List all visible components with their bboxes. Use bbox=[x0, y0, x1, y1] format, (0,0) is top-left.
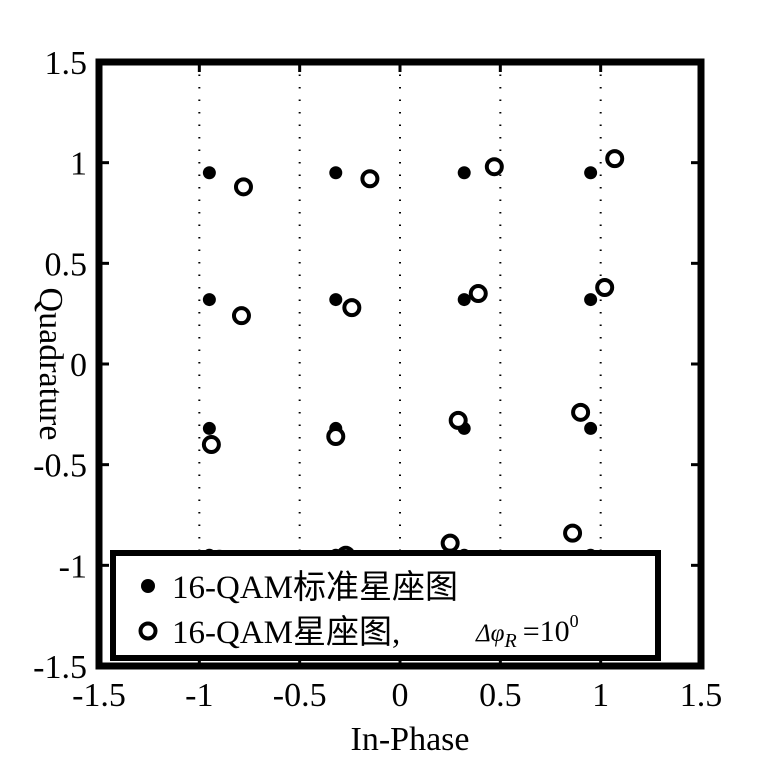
y-tick-label: 0 bbox=[70, 347, 87, 384]
point-standard bbox=[584, 421, 598, 435]
x-tick-label: -1.5 bbox=[72, 677, 126, 714]
point-standard bbox=[329, 293, 343, 307]
y-tick-label: 0.5 bbox=[45, 246, 88, 283]
legend-marker-rotated bbox=[138, 621, 158, 641]
y-tick-label: -0.5 bbox=[33, 448, 87, 485]
x-tick-label: 0.5 bbox=[479, 677, 522, 714]
x-tick-label: 1 bbox=[592, 677, 609, 714]
point-rotated bbox=[201, 435, 221, 455]
point-standard bbox=[457, 166, 471, 180]
y-tick-label: -1 bbox=[59, 548, 87, 585]
point-rotated bbox=[231, 306, 251, 326]
y-tick-label: 1.5 bbox=[45, 45, 88, 82]
legend-math-subscript: R bbox=[504, 630, 517, 652]
point-rotated bbox=[233, 177, 253, 197]
point-standard bbox=[329, 166, 343, 180]
point-rotated bbox=[595, 277, 615, 297]
point-rotated bbox=[342, 298, 362, 318]
y-axis-label: Quadrature bbox=[32, 288, 69, 441]
legend-math-rotated: ΔφR =100 bbox=[475, 611, 579, 652]
point-rotated bbox=[468, 284, 488, 304]
legend-math-superscript: 0 bbox=[570, 611, 579, 631]
point-rotated bbox=[440, 533, 460, 553]
point-rotated bbox=[448, 410, 468, 430]
point-standard bbox=[584, 293, 598, 307]
tick-labels: -1.5 -1 -0.5 0 0.5 1 1.5 -1.5 -1 -0.5 0 0.5 1 1.5 bbox=[33, 45, 722, 714]
y-tick-label: 1 bbox=[70, 146, 87, 183]
x-tick-label: 0 bbox=[392, 677, 409, 714]
legend-label-rotated: 16-QAM星座图, bbox=[172, 614, 400, 651]
point-standard bbox=[202, 421, 216, 435]
point-rotated bbox=[326, 426, 346, 446]
plot-frame bbox=[95, 58, 705, 670]
point-standard bbox=[202, 166, 216, 180]
point-rotated bbox=[360, 169, 380, 189]
legend: 16-QAM标准星座图 16-QAM星座图, ΔφR =100 bbox=[110, 550, 661, 661]
point-rotated bbox=[484, 157, 504, 177]
point-rotated bbox=[571, 402, 591, 422]
data-points bbox=[201, 149, 625, 569]
y-tick-label: -1.5 bbox=[33, 649, 87, 686]
point-standard bbox=[457, 293, 471, 307]
point-standard bbox=[202, 293, 216, 307]
legend-box bbox=[110, 550, 661, 661]
point-rotated bbox=[605, 149, 625, 169]
x-axis-label: In-Phase bbox=[351, 721, 470, 758]
x-tick-label: -0.5 bbox=[273, 677, 327, 714]
legend-marker-standard bbox=[141, 579, 155, 593]
x-tick-label: 1.5 bbox=[680, 677, 723, 714]
x-tick-label: -1 bbox=[185, 677, 213, 714]
legend-math-symbol: Δφ bbox=[475, 620, 505, 647]
point-rotated bbox=[563, 523, 583, 543]
legend-math-equals: =10 bbox=[523, 615, 570, 648]
point-standard bbox=[584, 166, 598, 180]
legend-label-standard: 16-QAM标准星座图 bbox=[172, 569, 458, 606]
